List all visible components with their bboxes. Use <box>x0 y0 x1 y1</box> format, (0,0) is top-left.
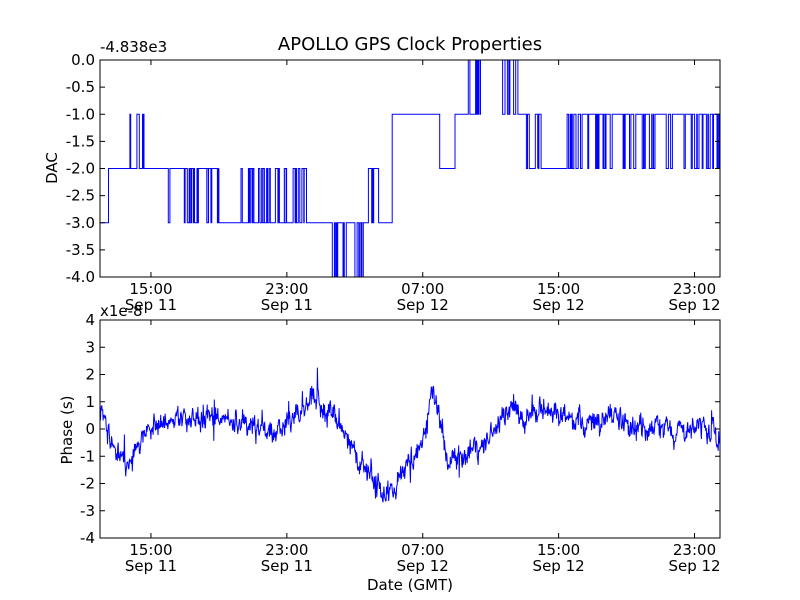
x-tick-time-label: 15:00 <box>129 541 172 559</box>
x-tick-time-label: 23:00 <box>673 541 716 559</box>
y-tick-label: 0 <box>85 420 95 438</box>
y-tick-label: -4.0 <box>66 268 95 286</box>
y-tick-label: -2 <box>80 475 95 493</box>
x-tick-date-label: Sep 12 <box>533 557 585 575</box>
x-tick-date-label: Sep 12 <box>668 296 720 314</box>
dac-y-axis-label: DAC <box>43 152 61 184</box>
x-tick-time-label: 07:00 <box>401 541 444 559</box>
y-tick-label: -2.5 <box>66 187 95 205</box>
y-tick-label: 2 <box>85 366 95 384</box>
y-tick-label: -3.5 <box>66 241 95 259</box>
y-tick-label: 1 <box>85 393 95 411</box>
x-tick-date-label: Sep 11 <box>261 296 313 314</box>
y-tick-label: -4 <box>80 529 95 547</box>
dac-series <box>100 59 721 278</box>
x-tick-date-label: Sep 11 <box>261 557 313 575</box>
x-tick-time-label: 15:00 <box>129 280 172 298</box>
y-tick-label: -3 <box>80 502 95 520</box>
dac-line <box>100 59 721 278</box>
x-tick-date-label: Sep 12 <box>397 296 449 314</box>
x-tick-date-label: Sep 11 <box>125 296 177 314</box>
x-tick-date-label: Sep 12 <box>668 557 720 575</box>
x-tick-time-label: 07:00 <box>401 280 444 298</box>
x-axis-label: Date (GMT) <box>367 576 453 594</box>
phase-y-axis-label: Phase (s) <box>58 395 76 464</box>
x-tick-time-label: 23:00 <box>265 280 308 298</box>
y-tick-label: -0.5 <box>66 78 95 96</box>
x-tick-time-label: 23:00 <box>265 541 308 559</box>
x-tick-date-label: Sep 12 <box>533 296 585 314</box>
y-tick-label: 0.0 <box>71 51 95 69</box>
y-tick-label: 3 <box>85 338 95 356</box>
x-tick-time-label: 15:00 <box>537 541 580 559</box>
x-tick-time-label: 23:00 <box>673 280 716 298</box>
y-tick-label: -3.0 <box>66 214 95 232</box>
y-tick-label: -1.5 <box>66 132 95 150</box>
dac-offset-label: -4.838e3 <box>100 38 167 56</box>
chart-title: APOLLO GPS Clock Properties <box>278 34 542 55</box>
x-tick-date-label: Sep 11 <box>125 557 177 575</box>
dac-ticks: -4.0 -3.5 -3.0 -2.5 -2.0 -1.5 -1.0 -0.5 0.0 15:00… <box>66 51 721 314</box>
y-tick-label: -1 <box>80 447 95 465</box>
phase-offset-label: x1e-8 <box>100 302 143 320</box>
phase-line <box>99 367 721 503</box>
y-tick-label: 4 <box>85 311 95 329</box>
phase-series <box>99 367 721 503</box>
x-tick-date-label: Sep 12 <box>397 557 449 575</box>
phase-plot-area <box>100 320 720 538</box>
x-tick-time-label: 15:00 <box>537 280 580 298</box>
y-tick-label: -1.0 <box>66 105 95 123</box>
dac-panel: -4.0 -3.5 -3.0 -2.5 -2.0 -1.5 -1.0 -0.5 0.0 15:00… <box>43 38 721 314</box>
y-tick-label: -2.0 <box>66 160 95 178</box>
